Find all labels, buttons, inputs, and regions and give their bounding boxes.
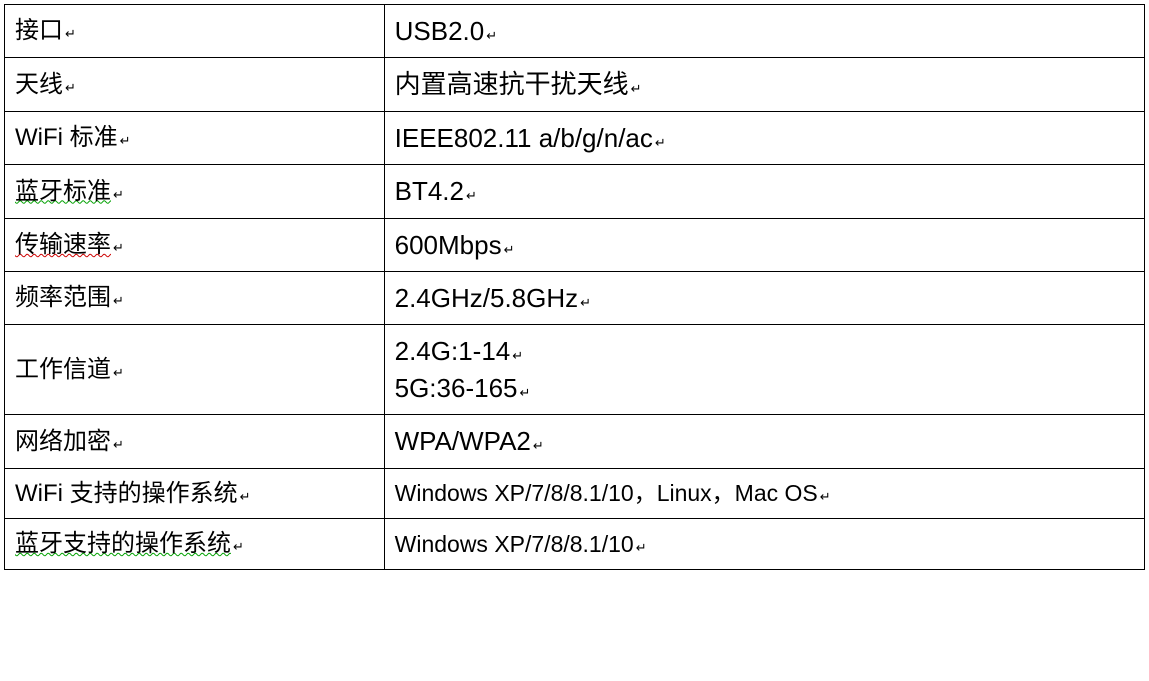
paragraph-marker-icon: ↵: [120, 133, 131, 148]
label-cell-channels: 工作信道↵: [5, 325, 385, 415]
value-cell-bluetooth-os: Windows XP/7/8/8.1/10↵: [384, 519, 1144, 570]
paragraph-marker-icon: ↵: [113, 365, 124, 380]
value-cell-wifi-standard: IEEE802.11 a/b/g/n/ac↵: [384, 111, 1144, 164]
label-text: 天线: [15, 71, 63, 98]
label-cell-wifi-os: WiFi 支持的操作系统↵: [5, 468, 385, 519]
value-text: 内置高速抗干扰天线: [395, 69, 629, 99]
value-text: WPA/WPA2: [395, 426, 531, 456]
paragraph-marker-icon: ↵: [820, 489, 831, 504]
label-text: 蓝牙支持的操作系统: [15, 530, 231, 557]
paragraph-marker-icon: ↵: [233, 539, 244, 554]
paragraph-marker-icon: ↵: [533, 438, 544, 453]
label-text: 蓝牙标准: [15, 178, 111, 205]
value-text: BT4.2: [395, 176, 464, 206]
table-row: 传输速率↵ 600Mbps↵: [5, 218, 1145, 271]
label-cell-transfer-rate: 传输速率↵: [5, 218, 385, 271]
label-text: WiFi 支持的操作系统: [15, 480, 238, 507]
paragraph-marker-icon: ↵: [486, 28, 497, 43]
label-text: WiFi 标准: [15, 124, 118, 151]
table-row: 工作信道↵ 2.4G:1-14↵ 5G:36-165↵: [5, 325, 1145, 415]
value-cell-encryption: WPA/WPA2↵: [384, 415, 1144, 468]
paragraph-marker-icon: ↵: [65, 26, 76, 41]
table-row: WiFi 标准↵ IEEE802.11 a/b/g/n/ac↵: [5, 111, 1145, 164]
table-row: 天线↵ 内置高速抗干扰天线↵: [5, 58, 1145, 111]
table-row: 接口↵ USB2.0↵: [5, 5, 1145, 58]
paragraph-marker-icon: ↵: [113, 187, 124, 202]
value-text: IEEE802.11 a/b/g/n/ac: [395, 123, 653, 153]
paragraph-marker-icon: ↵: [512, 348, 523, 363]
value-text-line2: 5G:36-165: [395, 373, 518, 403]
label-cell-encryption: 网络加密↵: [5, 415, 385, 468]
value-text: 2.4GHz/5.8GHz: [395, 283, 579, 313]
label-text: 接口: [15, 17, 63, 44]
table-row: 蓝牙标准↵ BT4.2↵: [5, 165, 1145, 218]
label-cell-antenna: 天线↵: [5, 58, 385, 111]
value-text: Windows XP/7/8/8.1/10: [395, 531, 634, 557]
value-cell-transfer-rate: 600Mbps↵: [384, 218, 1144, 271]
value-cell-frequency-range: 2.4GHz/5.8GHz↵: [384, 271, 1144, 324]
label-cell-wifi-standard: WiFi 标准↵: [5, 111, 385, 164]
value-text: Windows XP/7/8/8.1/10，Linux，Mac OS: [395, 480, 818, 506]
label-text: 工作信道: [15, 356, 111, 383]
paragraph-marker-icon: ↵: [240, 489, 251, 504]
value-cell-antenna: 内置高速抗干扰天线↵: [384, 58, 1144, 111]
label-text: 传输速率: [15, 231, 111, 258]
paragraph-marker-icon: ↵: [113, 293, 124, 308]
label-text: 频率范围: [15, 284, 111, 311]
label-cell-interface: 接口↵: [5, 5, 385, 58]
label-cell-bluetooth-standard: 蓝牙标准↵: [5, 165, 385, 218]
value-cell-bluetooth-standard: BT4.2↵: [384, 165, 1144, 218]
table-row: 网络加密↵ WPA/WPA2↵: [5, 415, 1145, 468]
paragraph-marker-icon: ↵: [631, 81, 642, 96]
paragraph-marker-icon: ↵: [580, 295, 591, 310]
paragraph-marker-icon: ↵: [655, 135, 666, 150]
paragraph-marker-icon: ↵: [504, 242, 515, 257]
paragraph-marker-icon: ↵: [466, 188, 477, 203]
label-cell-frequency-range: 频率范围↵: [5, 271, 385, 324]
paragraph-marker-icon: ↵: [65, 80, 76, 95]
value-cell-interface: USB2.0↵: [384, 5, 1144, 58]
label-cell-bluetooth-os: 蓝牙支持的操作系统↵: [5, 519, 385, 570]
value-cell-wifi-os: Windows XP/7/8/8.1/10，Linux，Mac OS↵: [384, 468, 1144, 519]
value-cell-channels: 2.4G:1-14↵ 5G:36-165↵: [384, 325, 1144, 415]
value-text: 600Mbps: [395, 230, 502, 260]
paragraph-marker-icon: ↵: [113, 437, 124, 452]
spec-table-body: 接口↵ USB2.0↵ 天线↵ 内置高速抗干扰天线↵ WiFi 标准↵ IEEE…: [5, 5, 1145, 570]
value-text: USB2.0: [395, 16, 485, 46]
value-text-line1: 2.4G:1-14: [395, 336, 511, 366]
paragraph-marker-icon: ↵: [113, 240, 124, 255]
label-text: 网络加密: [15, 428, 111, 455]
table-row: WiFi 支持的操作系统↵ Windows XP/7/8/8.1/10，Linu…: [5, 468, 1145, 519]
table-row: 频率范围↵ 2.4GHz/5.8GHz↵: [5, 271, 1145, 324]
paragraph-marker-icon: ↵: [636, 540, 647, 555]
paragraph-marker-icon: ↵: [520, 385, 531, 400]
table-row: 蓝牙支持的操作系统↵ Windows XP/7/8/8.1/10↵: [5, 519, 1145, 570]
spec-table: 接口↵ USB2.0↵ 天线↵ 内置高速抗干扰天线↵ WiFi 标准↵ IEEE…: [4, 4, 1145, 570]
